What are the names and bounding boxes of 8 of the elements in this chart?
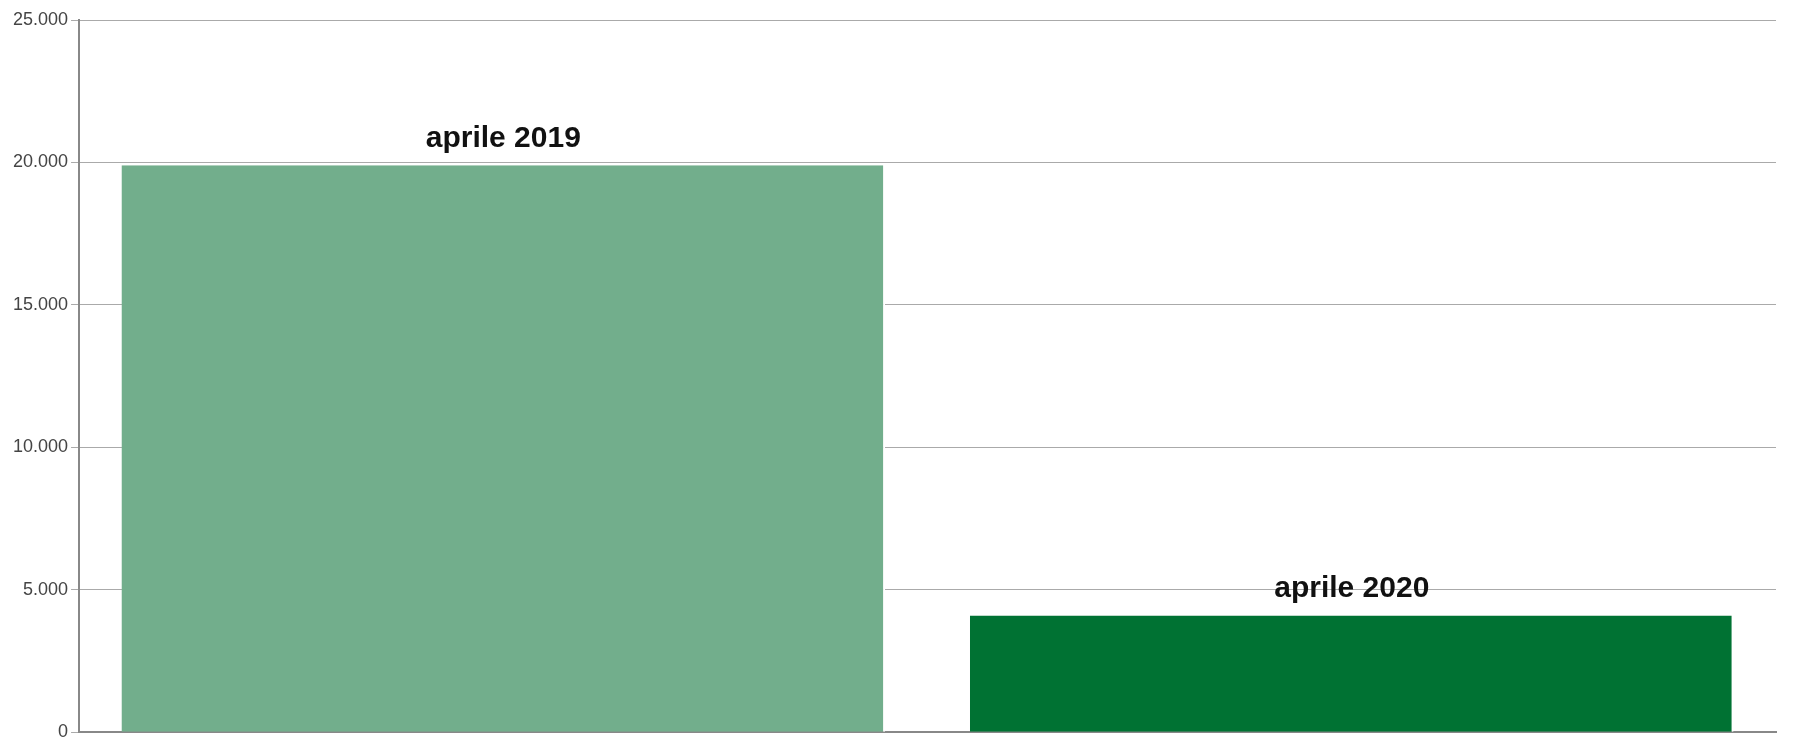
y-tick-label: 20.000	[12, 151, 69, 172]
y-tick-label: 0	[58, 721, 69, 742]
x-tick-label: aprile 2020	[1274, 569, 1430, 603]
y-tick-label: 15.000	[12, 293, 69, 314]
y-tick-label: 25.000	[12, 8, 69, 29]
x-tick-label: aprile 2019	[425, 119, 581, 153]
y-tick-label: 10.000	[12, 436, 69, 457]
y-tick-label: 5.000	[23, 578, 69, 599]
